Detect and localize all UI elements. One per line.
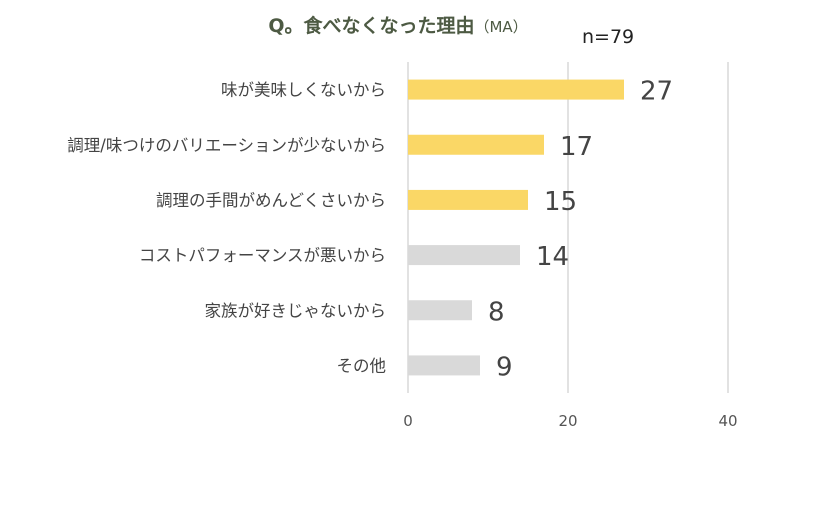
category-label: 調理の手間がめんどくさいから (156, 191, 386, 210)
category-label: 味が美味しくないから (221, 81, 386, 100)
gridlines (407, 62, 729, 393)
bar (408, 245, 520, 266)
category-label: 調理/味つけのバリエーションが少ないから (67, 136, 386, 155)
bar (408, 79, 624, 100)
bar (408, 300, 472, 321)
data-label: 17 (560, 132, 593, 162)
sample-size-label: n=79 (582, 26, 634, 48)
data-label: 27 (640, 77, 673, 107)
bar (408, 189, 528, 210)
chart-title-suffix: （MA） (474, 18, 527, 36)
data-label: 9 (496, 352, 513, 382)
x-tick-label: 40 (718, 412, 737, 430)
category-label: コストパフォーマンスが悪いから (139, 246, 386, 265)
bar (408, 355, 480, 376)
chart-title-main: Q。食べなくなった理由 (268, 14, 474, 37)
chart-title: Q。食べなくなった理由（MA） (268, 14, 527, 37)
category-label: その他 (337, 356, 387, 375)
bars (408, 79, 624, 376)
data-label: 14 (536, 242, 569, 272)
x-tick-label: 20 (558, 412, 577, 430)
category-label: 家族が好きじゃないから (205, 301, 387, 320)
data-label: 15 (544, 187, 577, 217)
x-tick-label: 0 (403, 412, 413, 430)
data-label: 8 (488, 297, 505, 327)
bar (408, 134, 544, 155)
labels: 0 20 40 味が美味しくないから 27 調理/味つけのバリエーションが少ないから 17 調… (67, 77, 737, 430)
